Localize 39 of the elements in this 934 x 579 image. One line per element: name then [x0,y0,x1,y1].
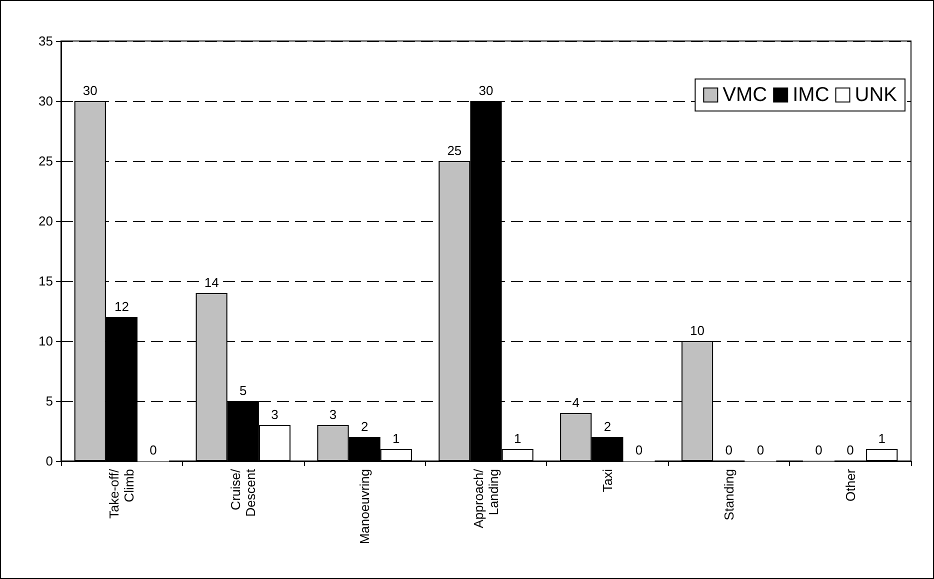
y-tick-label: 30 [38,94,53,108]
data-label: 0 [756,442,764,458]
data-label: 30 [478,83,494,98]
data-label: 2 [604,419,612,434]
y-tick-label: 35 [38,34,53,48]
data-label: 2 [360,419,368,434]
x-tick-label: Manoeuvring [357,469,372,544]
data-label: 3 [329,407,337,422]
y-tick-label: 15 [38,274,53,288]
x-tick-label: Cruise/ Descent [228,468,258,517]
legend-label: UNK [854,84,898,106]
data-label: 0 [815,442,822,458]
y-tick-label: 0 [46,454,53,468]
data-label: 3 [271,407,278,422]
y-tick-label: 5 [46,394,53,408]
data-label: 1 [514,431,522,446]
y-tick-label: 25 [38,154,53,168]
x-tick-label: Standing [721,469,736,520]
data-label: 12 [114,299,129,314]
data-label: 1 [878,431,886,446]
data-label: 10 [690,323,705,338]
legend-label: VMC [722,84,768,106]
x-tick-label: Other [842,468,858,502]
y-tick-label: 20 [38,214,53,228]
data-label: 0 [846,442,854,458]
data-label: 25 [447,143,462,158]
x-tick-label: Taxi [600,468,615,492]
data-label: 1 [392,431,400,446]
y-tick-label: 10 [38,334,53,348]
x-tick-label: Approach/ Landing [471,468,501,528]
data-label: 30 [82,83,98,98]
x-tick-label: Take-off/ Climb [106,468,137,519]
legend-label: IMC [792,84,830,106]
data-label: 0 [635,442,643,458]
data-label: 4 [572,395,580,410]
data-label: 5 [240,383,247,398]
data-label: 14 [204,275,219,290]
data-label: 0 [150,442,157,458]
data-label: 0 [725,442,732,458]
